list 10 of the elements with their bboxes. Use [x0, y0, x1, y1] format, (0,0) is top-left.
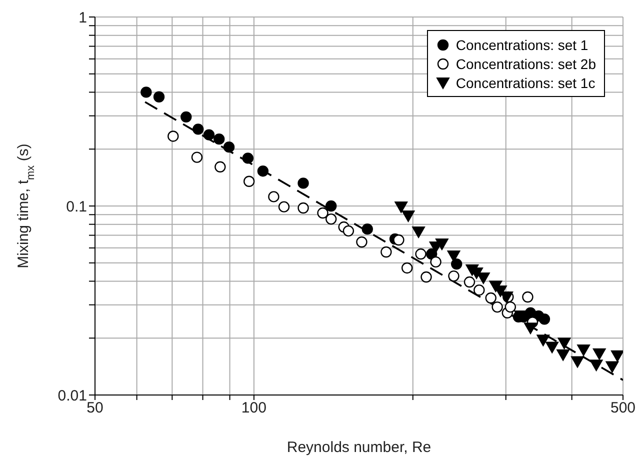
y-tick-label: 0.1 — [66, 198, 87, 216]
y-tick-label: 1 — [78, 9, 87, 26]
x-tick-label: 500 — [610, 400, 636, 417]
legend-label: Concentrations: set 1 — [456, 36, 588, 52]
x-tick-label: 50 — [86, 400, 104, 417]
y-tick-label: 0.01 — [58, 387, 87, 404]
x-axis-title: Reynolds number, Re — [286, 439, 432, 456]
x-tick-label: 100 — [241, 400, 266, 417]
legend-label: Concentrations: set 2b — [456, 56, 596, 72]
legend-label: Concentrations: set 1c — [456, 74, 596, 90]
